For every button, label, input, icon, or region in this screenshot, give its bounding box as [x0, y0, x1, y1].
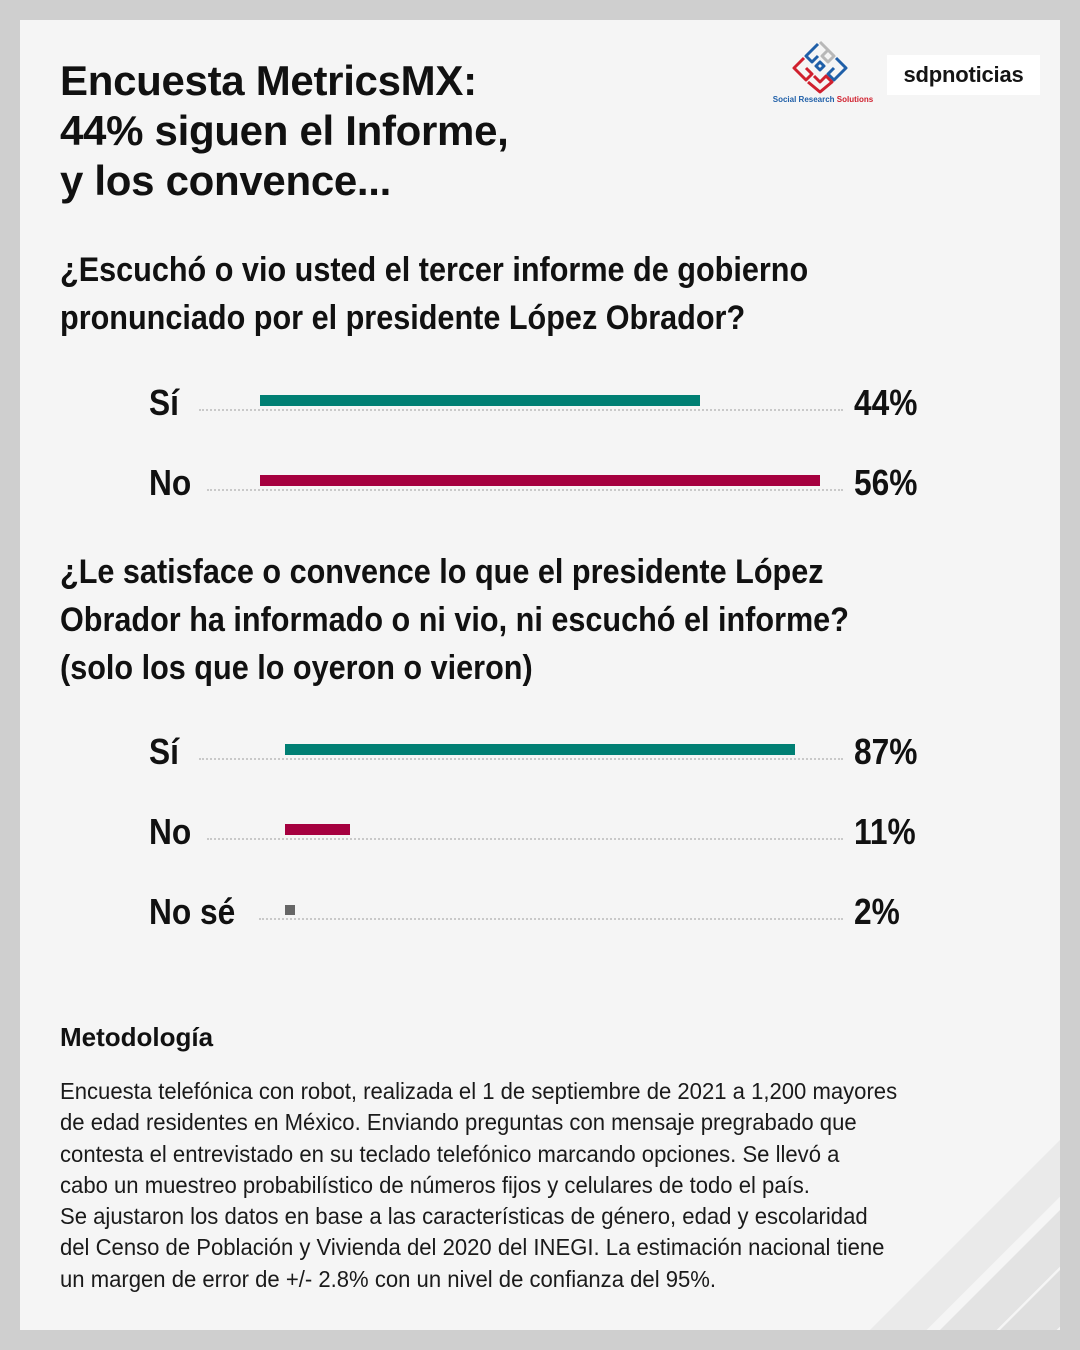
q1-answer-no: No 56% — [149, 456, 929, 506]
bar-no — [260, 475, 820, 486]
question-line: pronunciado por el presidente López Obra… — [60, 299, 746, 337]
methodology-line: del Censo de Población y Vivienda del 20… — [60, 1234, 885, 1261]
dotted-leader — [259, 918, 843, 920]
dotted-leader — [199, 758, 843, 760]
q1-answer-si: Sí 44% — [149, 376, 929, 426]
methodology-line: de edad residentes en México. Enviando p… — [60, 1109, 857, 1136]
answer-value: 56% — [854, 462, 918, 503]
bar-si — [285, 744, 795, 755]
answer-value: 87% — [854, 731, 918, 772]
question-1-title: ¿Escuchó o vio usted el tercer informe d… — [60, 246, 808, 342]
question-line: ¿Escuchó o vio usted el tercer informe d… — [60, 251, 809, 289]
answer-value: 11% — [854, 811, 916, 852]
page-title: Encuesta MetricsMX: 44% siguen el Inform… — [60, 56, 509, 206]
question-line: ¿Le satisface o convence lo que el presi… — [60, 553, 824, 591]
methodology-line: contesta el entrevistado en su teclado t… — [60, 1140, 840, 1167]
answer-label: Sí — [149, 382, 179, 423]
methodology-line: cabo un muestreo probabilístico de númer… — [60, 1171, 810, 1198]
title-line: Encuesta MetricsMX: — [60, 57, 477, 104]
q2-answer-si: Sí 87% — [149, 725, 929, 775]
methodology-text: Encuesta telefónica con robot, realizada… — [60, 1076, 1020, 1295]
answer-label: No sé — [149, 891, 236, 932]
bar-no-se — [285, 905, 295, 915]
methodology-line: un margen de error de +/- 2.8% con un ni… — [60, 1265, 717, 1292]
q2-answer-no-se: No sé 2% — [149, 885, 929, 935]
question-line: Obrador ha informado o ni vio, ni escuch… — [60, 601, 849, 639]
answer-label: No — [149, 811, 192, 852]
srs-logo-text: Social Research Solutions — [772, 95, 874, 104]
title-line: y los convence... — [60, 157, 392, 204]
question-2-title: ¿Le satisface o convence lo que el presi… — [60, 548, 849, 692]
bar-si — [260, 395, 700, 406]
question-line: (solo los que lo oyeron o vieron) — [60, 649, 533, 687]
q2-answer-no: No 11% — [149, 805, 929, 855]
bar-no — [285, 824, 350, 835]
social-research-solutions-logo: Social Research Solutions — [768, 38, 878, 112]
dotted-leader — [207, 489, 843, 491]
answer-label: No — [149, 462, 192, 503]
title-line: 44% siguen el Informe, — [60, 107, 509, 154]
sdpnoticias-logo: sdpnoticias — [887, 55, 1040, 95]
dotted-leader — [199, 409, 843, 411]
srs-maze-logo-icon — [792, 40, 848, 94]
infographic-card: Encuesta MetricsMX: 44% siguen el Inform… — [20, 20, 1060, 1330]
methodology-line: Encuesta telefónica con robot, realizada… — [60, 1078, 898, 1104]
answer-value: 2% — [854, 891, 900, 932]
answer-label: Sí — [149, 731, 179, 772]
dotted-leader — [207, 838, 843, 840]
methodology-line: Se ajustaron los datos en base a las car… — [60, 1203, 868, 1230]
methodology-title: Metodología — [60, 1022, 214, 1052]
answer-value: 44% — [854, 382, 918, 423]
